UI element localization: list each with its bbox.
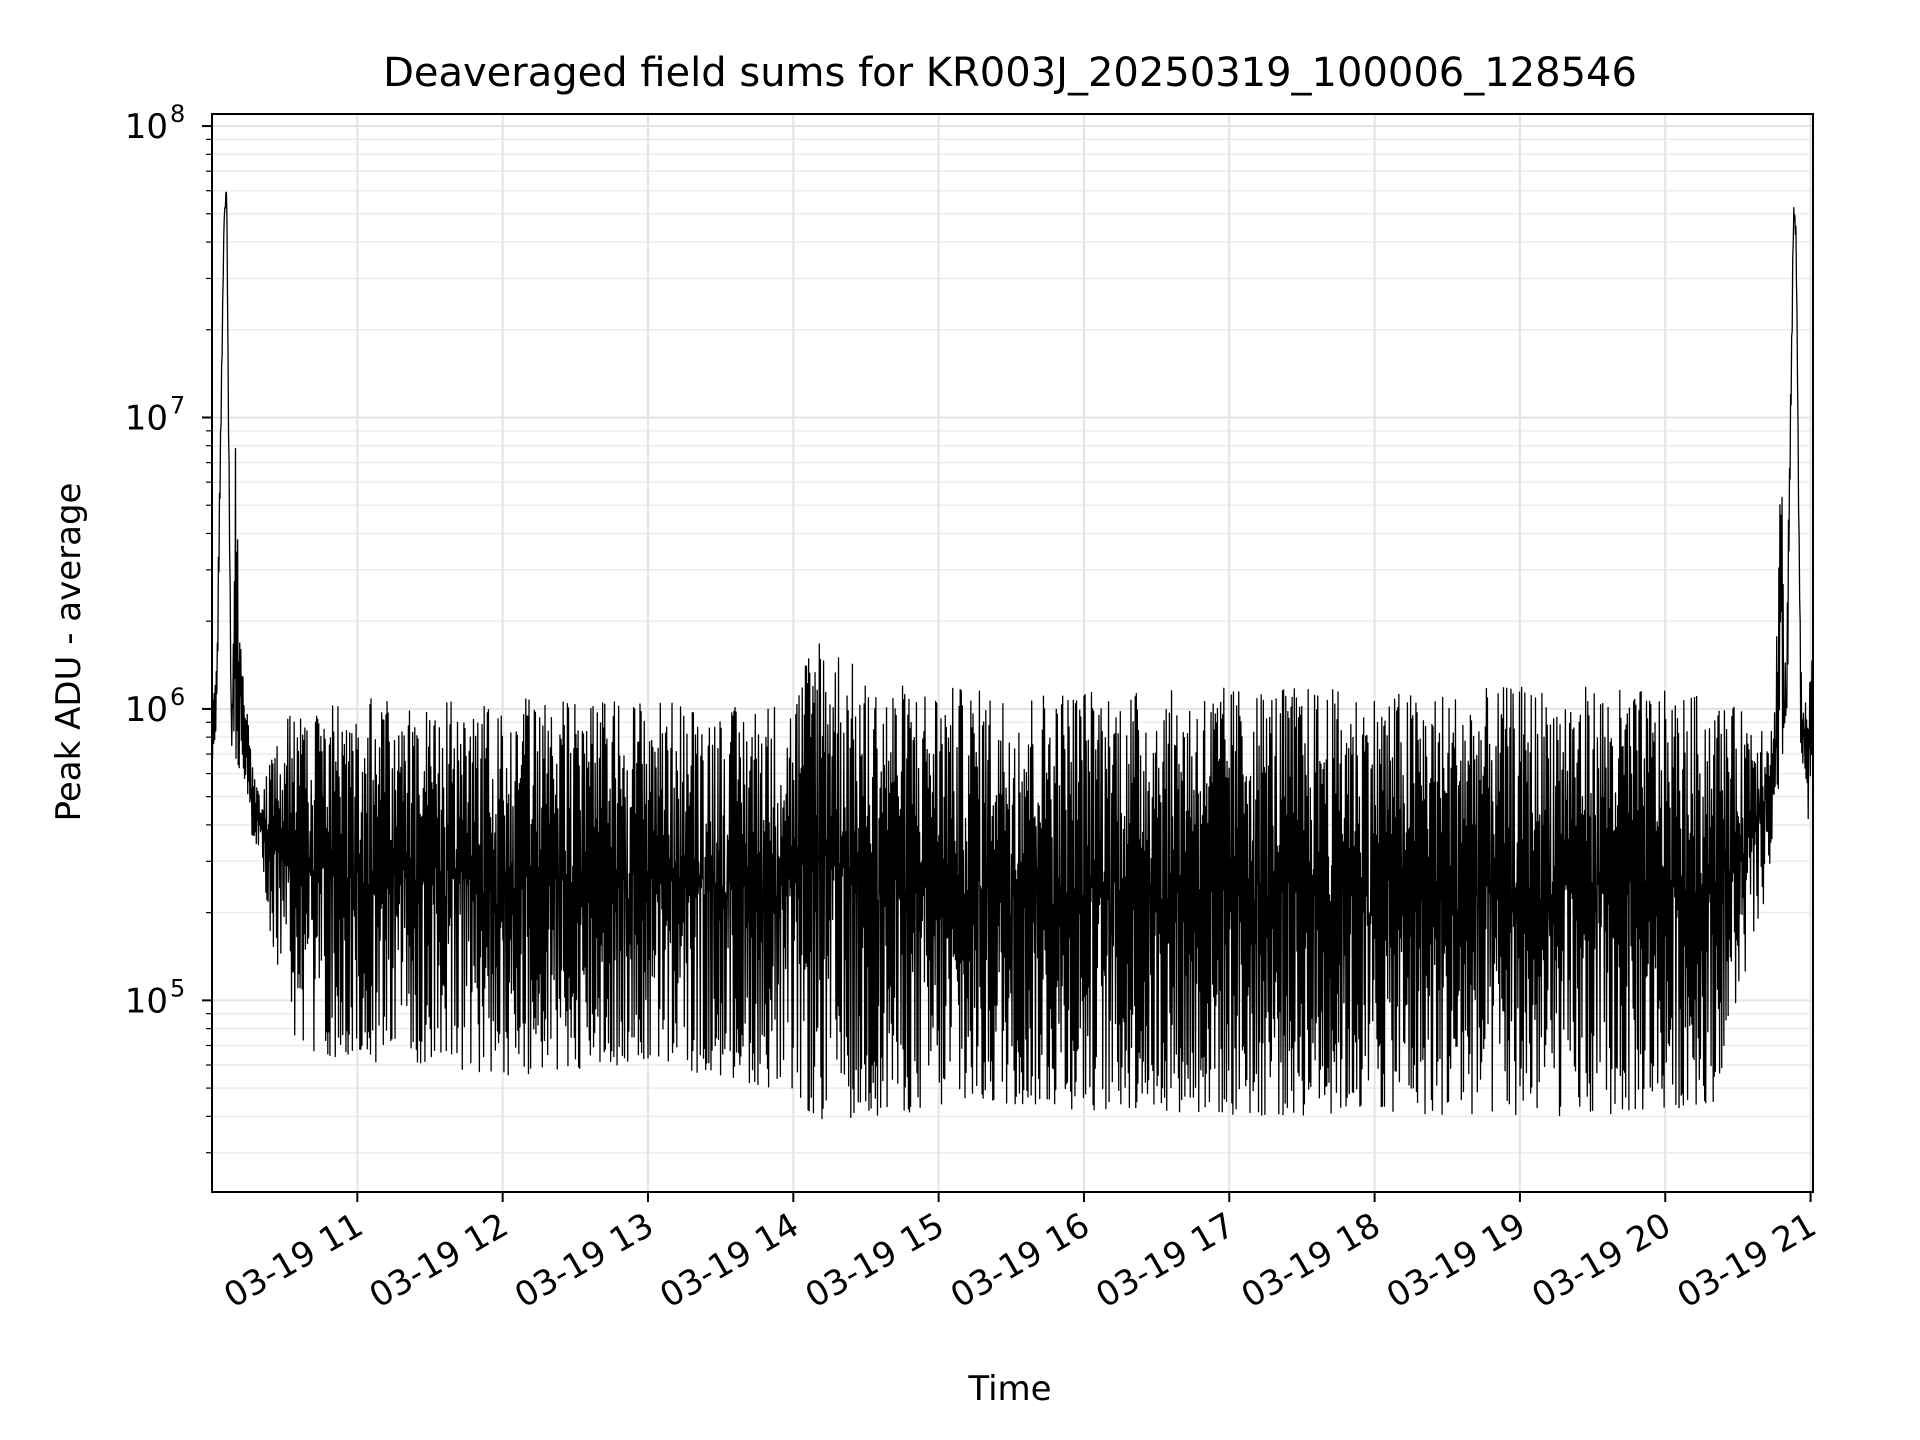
y-tick-exponent: 8 <box>170 100 185 128</box>
y-tick-label: 10 <box>125 981 168 1021</box>
series-line <box>211 191 1814 1120</box>
y-tick-label: 10 <box>125 398 168 438</box>
y-tick-label: 10 <box>125 690 168 730</box>
y-axis-label: Peak ADU - average <box>49 483 89 822</box>
y-tick-label: 10 <box>125 107 168 147</box>
plot-frame <box>211 113 1814 1193</box>
chart-title: Deaveraged field sums for KR003J_2025031… <box>383 50 1637 96</box>
y-tick-exponent: 5 <box>170 974 185 1002</box>
y-tick-exponent: 7 <box>170 391 185 419</box>
y-tick-exponent: 6 <box>170 683 185 711</box>
series-layer <box>211 191 1814 1120</box>
x-axis-label: Time <box>967 1369 1051 1409</box>
